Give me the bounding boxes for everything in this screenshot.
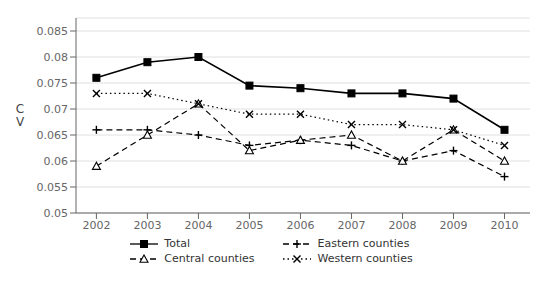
- svg-text:0.07: 0.07: [44, 103, 69, 116]
- svg-text:0.055: 0.055: [37, 181, 69, 194]
- svg-text:CV: CV: [16, 102, 25, 129]
- html-text:Central counties: Central counties: [164, 252, 255, 265]
- svg-text:2010: 2010: [490, 219, 518, 232]
- svg-text:0.06: 0.06: [44, 155, 69, 168]
- svg-text:2003: 2003: [133, 219, 161, 232]
- html-text:Western counties: Western counties: [317, 252, 413, 265]
- svg-text:2007: 2007: [337, 219, 365, 232]
- svg-text:0.08: 0.08: [44, 51, 69, 64]
- svg-text:2004: 2004: [184, 219, 212, 232]
- html-text:Total: Total: [164, 237, 190, 250]
- svg-text:2008: 2008: [388, 219, 416, 232]
- svg-text:0.065: 0.065: [37, 129, 69, 142]
- svg-text:2006: 2006: [286, 219, 314, 232]
- svg-text:2009: 2009: [439, 219, 467, 232]
- svg-text:2005: 2005: [235, 219, 263, 232]
- svg-text:0.085: 0.085: [37, 25, 69, 38]
- html-text:Eastern counties: Eastern counties: [317, 237, 410, 250]
- svg-text:0.05: 0.05: [44, 207, 69, 220]
- svg-text:0.075: 0.075: [37, 77, 69, 90]
- svg-text:2002: 2002: [82, 219, 110, 232]
